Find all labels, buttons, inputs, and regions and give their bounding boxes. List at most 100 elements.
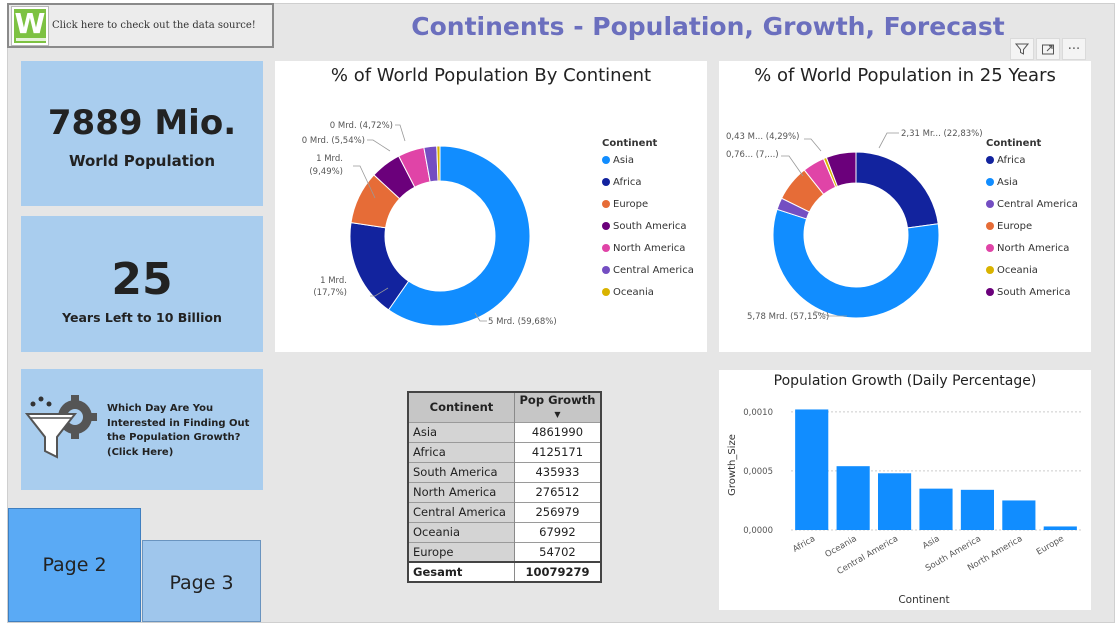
legend-item-africa[interactable]: Africa xyxy=(602,171,694,193)
legend-label: North America xyxy=(613,242,686,254)
bar-oceania[interactable] xyxy=(836,466,870,530)
bar-south-america[interactable] xyxy=(960,489,994,530)
data-source-button[interactable]: W Click here to check out the data sourc… xyxy=(7,3,274,48)
legend-dot xyxy=(602,266,610,274)
legend-item-asia[interactable]: Asia xyxy=(602,149,694,171)
page-3-label: Page 3 xyxy=(169,572,234,594)
y-tick-label: 0,0000 xyxy=(743,526,773,536)
table-row[interactable]: Asia 4861990 xyxy=(408,421,601,442)
legend-dot xyxy=(986,178,994,186)
legend-title: Continent xyxy=(986,138,1042,149)
legend-item-north-america[interactable]: North America xyxy=(986,237,1078,259)
legend-item-europe[interactable]: Europe xyxy=(602,193,694,215)
day-selector-card[interactable]: Which Day Are You Interested in Finding … xyxy=(21,369,263,490)
donut-current-chart: 5 Mrd. (59,68%) 1 Mrd. (17,7%) 1 Mrd. (9… xyxy=(302,121,557,327)
legend-label: Oceania xyxy=(613,286,654,298)
kpi-card-world-population: 7889 Mio. World Population xyxy=(21,61,263,206)
legend-item-central-america[interactable]: Central America xyxy=(986,193,1078,215)
table-row[interactable]: Europe 54702 xyxy=(408,541,601,562)
donut-future-title: % of World Population in 25 Years xyxy=(754,65,1056,86)
x-tick-label: Oceania xyxy=(824,534,859,560)
legend-dot xyxy=(986,266,994,274)
legend-item-africa[interactable]: Africa xyxy=(986,149,1078,171)
page-2-button[interactable]: Page 2 xyxy=(8,508,141,622)
filter-icon[interactable] xyxy=(1010,38,1034,60)
kpi-card-years-left: 25 Years Left to 10 Billion xyxy=(21,216,263,352)
slice-oceania[interactable] xyxy=(436,145,441,182)
legend-dot xyxy=(602,222,610,230)
donut-panel-future: % of World Population in 25 Years 2,31 M… xyxy=(719,61,1091,352)
legend-label: South America xyxy=(997,286,1071,298)
slice-south-america[interactable] xyxy=(825,151,857,188)
x-axis-label: Continent xyxy=(898,594,949,606)
slice-asia[interactable] xyxy=(772,208,940,319)
table-row[interactable]: Central America 256979 xyxy=(408,501,601,522)
slice-asia[interactable] xyxy=(387,145,531,327)
legend-dot xyxy=(602,288,610,296)
legend-label: Africa xyxy=(613,176,642,188)
data-source-link-text[interactable]: Click here to check out the data source! xyxy=(52,20,256,31)
legend-item-europe[interactable]: Europe xyxy=(986,215,1078,237)
slice-africa[interactable] xyxy=(855,151,939,229)
kpi-population-label: World Population xyxy=(68,152,216,170)
table-header-row: Continent Pop Growth ▼ xyxy=(408,392,601,422)
x-tick-label: Europe xyxy=(1035,534,1066,558)
bar-africa[interactable] xyxy=(795,409,829,530)
label-north-america: 0,43 M... (4,29%) xyxy=(726,132,799,142)
legend-item-north-america[interactable]: North America xyxy=(602,237,694,259)
legend-item-central-america[interactable]: Central America xyxy=(602,259,694,281)
legend-item-south-america[interactable]: South America xyxy=(986,281,1078,303)
label-south-america: 0 Mrd. (5,54%) xyxy=(302,136,365,146)
focus-mode-icon[interactable] xyxy=(1036,38,1060,60)
label-africa: 2,31 Mr... (22,83%) xyxy=(901,129,983,139)
bar-europe[interactable] xyxy=(1043,526,1077,530)
page-3-button[interactable]: Page 3 xyxy=(142,540,261,622)
legend-item-oceania[interactable]: Oceania xyxy=(602,281,694,303)
legend-item-south-america[interactable]: South America xyxy=(602,215,694,237)
cell-continent: North America xyxy=(408,481,515,502)
donut-panel-current: % of World Population By Continent 5 Mrd… xyxy=(275,61,707,352)
cell-pop-growth: 4861990 xyxy=(514,421,601,442)
label-europe-2: (9,49%) xyxy=(309,167,343,177)
bar-north-america[interactable] xyxy=(1002,500,1036,530)
legend-item-asia[interactable]: Asia xyxy=(986,171,1078,193)
legend-label: Africa xyxy=(997,154,1026,166)
table-row[interactable]: South America 435933 xyxy=(408,461,601,482)
column-header-pop-growth[interactable]: Pop Growth ▼ xyxy=(514,392,601,422)
table-row[interactable]: Africa 4125171 xyxy=(408,441,601,462)
cell-continent: South America xyxy=(408,461,515,482)
legend-label: Europe xyxy=(997,220,1033,232)
bar-panel-growth: Population Growth (Daily Percentage) 0,0… xyxy=(719,370,1091,610)
table-row[interactable]: Oceania 67992 xyxy=(408,521,601,542)
label-north-america: 0 Mrd. (4,72%) xyxy=(330,121,393,131)
logo-letter: W xyxy=(14,7,46,40)
kpi-years-label: Years Left to 10 Billion xyxy=(62,310,222,325)
donut-future-legend: Continent Africa Asia Central America Europ… xyxy=(986,138,1078,303)
more-options-icon[interactable]: ··· xyxy=(1062,38,1086,60)
pop-growth-header-label: Pop Growth xyxy=(519,392,596,407)
donut-future-chart: 2,31 Mr... (22,83%) 5,78 Mrd. (57,15%) 0… xyxy=(726,129,983,322)
y-axis-label: Growth_Size xyxy=(727,434,738,496)
label-europe-1: 1 Mrd. xyxy=(316,154,343,164)
table-row[interactable]: North America 276512 xyxy=(408,481,601,502)
cell-continent: Asia xyxy=(408,421,515,442)
bar-central-america[interactable] xyxy=(878,473,912,530)
visual-toolbar: ··· xyxy=(1010,38,1086,60)
label-asia: 5 Mrd. (59,68%) xyxy=(488,317,557,327)
table-total-row: Gesamt 10079279 xyxy=(408,561,601,582)
page-2-label: Page 2 xyxy=(42,554,107,576)
legend-dot xyxy=(602,178,610,186)
legend-dot xyxy=(602,156,610,164)
cell-continent: Europe xyxy=(408,541,515,562)
cell-pop-growth: 4125171 xyxy=(514,441,601,462)
column-header-continent[interactable]: Continent xyxy=(408,392,515,422)
bar-asia[interactable] xyxy=(919,488,953,530)
legend-item-oceania[interactable]: Oceania xyxy=(986,259,1078,281)
population-growth-table: Continent Pop Growth ▼ Asia 4861990 Africa… xyxy=(407,391,602,583)
legend-label: North America xyxy=(997,242,1070,254)
cell-pop-growth: 67992 xyxy=(514,521,601,542)
legend-label: Central America xyxy=(997,198,1078,210)
legend-label: South America xyxy=(613,220,687,232)
label-europe: 0,76... (7,...) xyxy=(726,150,779,160)
